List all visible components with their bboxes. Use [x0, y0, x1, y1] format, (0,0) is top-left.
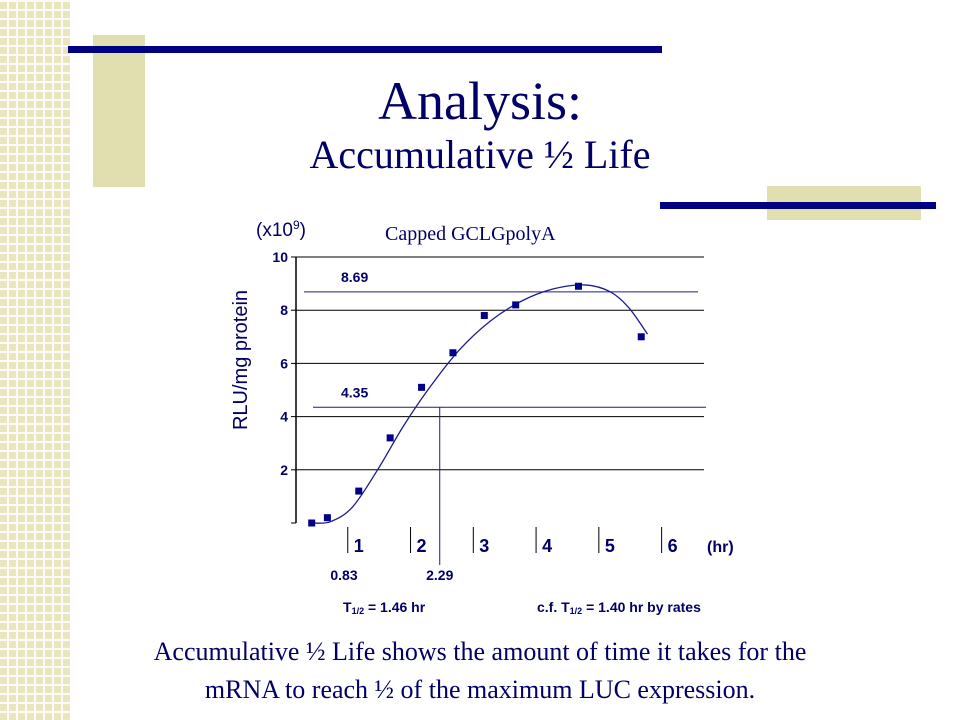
start-time-label: 0.83 [330, 567, 357, 583]
y-tick-label: 8 [280, 302, 288, 318]
y-tick-label: 2 [280, 462, 288, 478]
data-point-2 [323, 514, 331, 522]
chart-title: Capped GCLGpolyA [385, 223, 556, 245]
title-deco-block [93, 35, 145, 187]
max-value-label: 8.69 [341, 269, 368, 285]
x-tick-label: 3 [479, 536, 489, 556]
data-point-7 [480, 312, 488, 320]
half-time-label: 2.29 [426, 567, 453, 583]
data-point-4 [386, 434, 394, 442]
y-unit-label: (x109) [256, 218, 306, 241]
x-tick-label: 2 [417, 536, 427, 556]
y-tick-label: 4 [280, 409, 288, 425]
x-tick-label: 1 [354, 536, 364, 556]
x-tick-label: 5 [605, 536, 615, 556]
data-point-1 [308, 519, 316, 527]
fit-curve [311, 284, 649, 524]
x-unit-label: (hr) [707, 539, 734, 556]
data-point-6 [449, 349, 457, 357]
y-axis-label: RLU/mg protein [230, 290, 252, 430]
data-point-5 [418, 383, 426, 391]
title-deco-line [68, 46, 662, 53]
y-tick-label: 6 [280, 355, 288, 371]
t-half-result: T1/2 = 1.46 hr [343, 599, 426, 616]
right-deco-line [660, 202, 936, 209]
slide-title: Analysis: [377, 71, 582, 131]
y-tick-label: 10 [272, 249, 288, 265]
data-point-9 [574, 282, 582, 290]
cf-rate-result: c.f. T1/2 = 1.40 hr by rates [537, 599, 701, 616]
half-max-label: 4.35 [341, 384, 368, 400]
x-tick-label: 6 [668, 536, 678, 556]
slide-caption: Accumulative ½ Life shows the amount of … [100, 633, 860, 709]
data-point-8 [512, 301, 520, 309]
data-point-3 [355, 487, 363, 495]
data-point-10 [637, 333, 645, 341]
caption-line-2: mRNA to reach ½ of the maximum LUC expre… [204, 675, 756, 704]
x-tick-label: 4 [542, 536, 552, 556]
left-stripe-decoration [0, 0, 70, 720]
slide-subtitle: Accumulative ½ Life [309, 132, 651, 177]
caption-line-1: Accumulative ½ Life shows the amount of … [153, 637, 807, 666]
